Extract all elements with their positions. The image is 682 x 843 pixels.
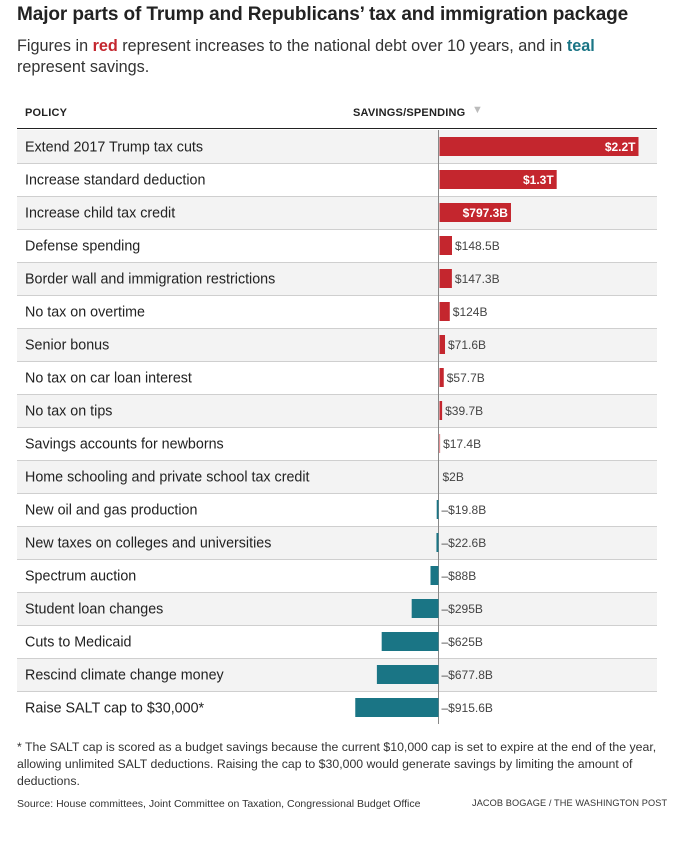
sort-arrow-icon[interactable]: ▼ bbox=[472, 104, 483, 116]
policy-label: Cuts to Medicaid bbox=[25, 635, 132, 651]
bar[interactable] bbox=[376, 665, 439, 684]
policy-label: Increase child tax credit bbox=[25, 206, 175, 222]
value-label: $147.3B bbox=[455, 272, 500, 286]
policy-label: No tax on car loan interest bbox=[25, 371, 192, 387]
policy-label: No tax on overtime bbox=[25, 305, 145, 321]
bar[interactable] bbox=[439, 170, 557, 189]
value-label: $39.7B bbox=[445, 404, 483, 418]
bar[interactable] bbox=[436, 533, 439, 552]
row-stripe bbox=[17, 460, 657, 493]
policy-label: Spectrum auction bbox=[25, 569, 136, 585]
value-label: –$295B bbox=[442, 602, 483, 616]
row-stripe bbox=[17, 394, 657, 427]
policy-label: Senior bonus bbox=[25, 338, 109, 354]
credit-line: JACOB BOGAGE / THE WASHINGTON POST bbox=[472, 798, 668, 808]
bar[interactable] bbox=[439, 236, 453, 255]
value-label: –$22.6B bbox=[442, 536, 487, 550]
subtitle-teal-word: teal bbox=[566, 37, 595, 55]
bar[interactable] bbox=[439, 434, 441, 453]
row-stripe bbox=[17, 592, 657, 625]
policy-label: Extend 2017 Trump tax cuts bbox=[25, 140, 203, 156]
policy-label: Rescind climate change money bbox=[25, 668, 225, 684]
bar[interactable] bbox=[436, 500, 439, 519]
subtitle-red-word: red bbox=[92, 37, 118, 55]
bar[interactable] bbox=[439, 302, 450, 321]
subtitle-part1: Figures in bbox=[17, 37, 93, 55]
column-header-policy: POLICY bbox=[25, 107, 68, 119]
chart-title: Major parts of Trump and Republicans’ ta… bbox=[17, 4, 629, 25]
bar[interactable] bbox=[439, 335, 446, 354]
source-note: Source: House committees, Joint Committe… bbox=[17, 798, 421, 810]
value-label: $71.6B bbox=[448, 338, 486, 352]
bar-chart: Extend 2017 Trump tax cuts $2.2T Increase … bbox=[17, 130, 657, 724]
policy-label: New oil and gas production bbox=[25, 503, 198, 519]
footnote: * The SALT cap is scored as a budget sav… bbox=[17, 740, 657, 788]
policy-label: Border wall and immigration restrictions bbox=[25, 272, 275, 288]
header-rule bbox=[17, 128, 657, 129]
value-label: –$915.6B bbox=[442, 701, 493, 715]
bar[interactable] bbox=[439, 401, 443, 420]
value-label: –$625B bbox=[442, 635, 483, 649]
row-stripe bbox=[17, 328, 657, 361]
value-label: –$19.8B bbox=[442, 503, 487, 517]
value-label: –$677.8B bbox=[442, 668, 493, 682]
value-label: $17.4B bbox=[443, 437, 481, 451]
row-stripe bbox=[17, 526, 657, 559]
value-label: $2B bbox=[443, 470, 464, 484]
column-header-savings[interactable]: SAVINGS/SPENDING bbox=[353, 107, 466, 119]
policy-label: New taxes on colleges and universities bbox=[25, 536, 271, 552]
bar[interactable] bbox=[439, 368, 444, 387]
value-label: $1.3T bbox=[523, 173, 554, 187]
row-stripe bbox=[17, 196, 657, 229]
bar[interactable] bbox=[411, 599, 439, 618]
policy-label: Increase standard deduction bbox=[25, 173, 205, 189]
row-stripe bbox=[17, 262, 657, 295]
policy-label: No tax on tips bbox=[25, 404, 112, 420]
value-label: $57.7B bbox=[447, 371, 485, 385]
policy-label: Raise SALT cap to $30,000* bbox=[25, 701, 205, 717]
bar[interactable] bbox=[355, 698, 439, 717]
bar[interactable] bbox=[430, 566, 439, 585]
value-label: $2.2T bbox=[605, 140, 636, 154]
subtitle-part2: represent increases to the national debt… bbox=[117, 37, 567, 55]
policy-label: Student loan changes bbox=[25, 602, 163, 618]
chart-subtitle: Figures in red represent increases to th… bbox=[17, 36, 657, 78]
bar[interactable] bbox=[381, 632, 439, 651]
bar[interactable] bbox=[439, 137, 639, 156]
policy-label: Home schooling and private school tax cr… bbox=[25, 470, 310, 486]
bar[interactable] bbox=[439, 269, 452, 288]
value-label: –$88B bbox=[442, 569, 477, 583]
value-label: $124B bbox=[453, 305, 488, 319]
policy-label: Defense spending bbox=[25, 239, 140, 255]
value-label: $797.3B bbox=[463, 206, 509, 220]
bar[interactable] bbox=[439, 203, 511, 222]
policy-label: Savings accounts for newborns bbox=[25, 437, 224, 453]
value-label: $148.5B bbox=[455, 239, 500, 253]
subtitle-part3: represent savings. bbox=[17, 58, 150, 76]
row-stripe bbox=[17, 658, 657, 691]
